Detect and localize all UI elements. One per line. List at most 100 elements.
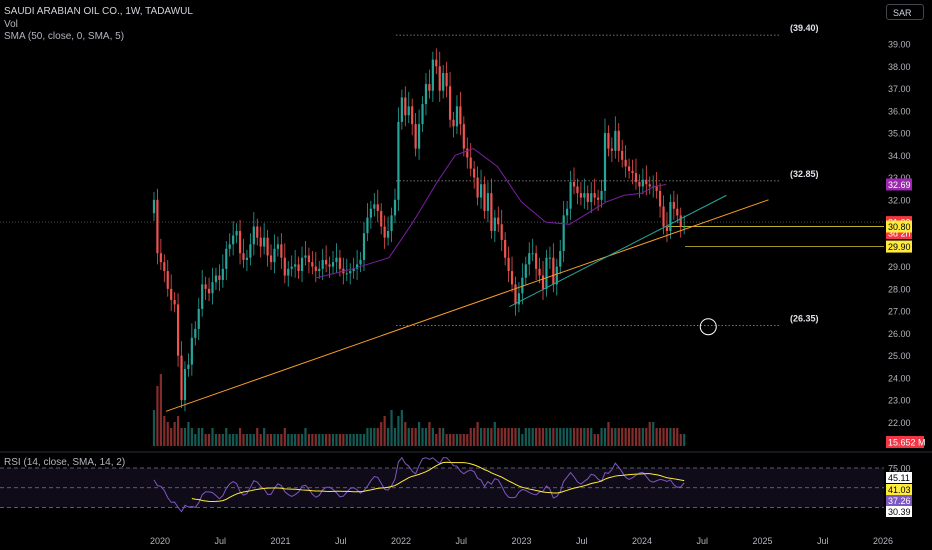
volume-bar (225, 428, 228, 446)
level-label: (39.40) (790, 23, 819, 33)
volume-bar (655, 428, 658, 446)
candle-body (159, 253, 162, 263)
candle-body (170, 288, 173, 300)
candle-body (617, 130, 620, 151)
candle-body (156, 199, 159, 254)
volume-bar (152, 410, 156, 446)
trendline (509, 194, 727, 308)
volume-bar (504, 428, 507, 446)
candle-body (593, 193, 596, 198)
volume-bar (201, 428, 204, 446)
volume-bar (486, 428, 490, 446)
volume-bar (373, 428, 376, 446)
level-label: (26.35) (790, 314, 819, 324)
volume-bar (159, 374, 162, 446)
candle-body (242, 253, 245, 260)
candle-body (672, 202, 675, 209)
volume-bar (283, 428, 286, 446)
volume-bar (445, 434, 448, 446)
volume-bar (603, 428, 607, 446)
volume-bar (669, 428, 672, 446)
volume-bar (466, 434, 469, 446)
candle-body (473, 168, 476, 178)
volume-bar (207, 434, 211, 446)
price-tick-label: 29.00 (888, 262, 911, 272)
volume-bar (510, 428, 514, 446)
volume-bar (531, 428, 534, 446)
candle-body (603, 133, 607, 191)
rsi-legend[interactable]: RSI (14, close, SMA, 14, 2) (4, 457, 126, 468)
candle-body (201, 284, 204, 309)
time-tick-label: Jul (576, 536, 588, 546)
time-tick-label: Jul (455, 536, 467, 546)
volume-bar (442, 428, 445, 446)
candle-body (225, 248, 228, 269)
volume-legend[interactable]: Vol (4, 19, 18, 30)
volume-bar (245, 434, 249, 446)
volume-bar (176, 416, 180, 446)
volume-bar (242, 434, 245, 446)
candle-body (400, 97, 403, 122)
volume-bar (610, 428, 613, 446)
volume-bar (345, 434, 348, 446)
volume-bar (180, 428, 183, 446)
volume-bar (435, 434, 438, 446)
price-tick-label: 27.00 (888, 307, 911, 317)
volume-bar (397, 416, 400, 446)
volume-bar (366, 428, 369, 446)
volume-bar (214, 434, 218, 446)
candle-body (500, 224, 503, 240)
candle-body (679, 215, 682, 227)
candle-body (373, 204, 376, 209)
candle-body (545, 257, 548, 289)
price-tick-label: 23.00 (888, 396, 911, 406)
rsi-tag (886, 495, 912, 506)
volume-bar (600, 428, 603, 446)
circle-annotation (699, 318, 717, 336)
volume-bar (331, 434, 335, 446)
volume-bar (314, 434, 317, 446)
volume-bar (400, 410, 403, 446)
volume-bar (393, 428, 397, 446)
sma-legend[interactable]: SMA (50, close, 0, SMA, 5) (4, 31, 125, 42)
candle-body (345, 273, 348, 275)
volume-bar (228, 434, 231, 446)
candle-body (263, 237, 266, 247)
candle-body (252, 226, 255, 245)
candle-body (455, 106, 459, 127)
candle-body (479, 184, 483, 198)
volume-bar (569, 428, 572, 446)
candle-body (238, 230, 242, 254)
volume-bar (256, 428, 259, 446)
volume-bar (459, 434, 462, 446)
candle-body (204, 284, 207, 289)
candle-body (269, 255, 273, 263)
volume-bar (541, 428, 545, 446)
candle-body (490, 193, 493, 231)
volume-bar (652, 422, 655, 446)
candle-body (335, 257, 338, 263)
volume-bar (548, 428, 552, 446)
candle-body (386, 230, 390, 238)
volume-bar (297, 434, 300, 446)
candle-body (586, 193, 589, 203)
volume-bar (376, 428, 379, 446)
symbol-title[interactable]: SAUDI ARABIAN OIL CO., 1W, TADAWUL (4, 6, 193, 17)
candle-body (445, 72, 448, 87)
volume-bar (500, 428, 503, 446)
rsi-tag (886, 484, 912, 495)
candle-body (297, 264, 300, 272)
candle-body (318, 268, 321, 272)
currency-selector[interactable]: SAR (886, 4, 924, 20)
volume-bar (421, 428, 424, 446)
candle-body (276, 244, 280, 249)
candle-body (197, 308, 200, 329)
candle-body (541, 275, 545, 289)
volume-bar (356, 434, 359, 446)
volume-bar (483, 428, 486, 446)
candle-body (669, 202, 672, 231)
candle-body (566, 208, 569, 216)
volume-bar (662, 428, 665, 446)
time-tick-label: 2020 (150, 536, 170, 546)
